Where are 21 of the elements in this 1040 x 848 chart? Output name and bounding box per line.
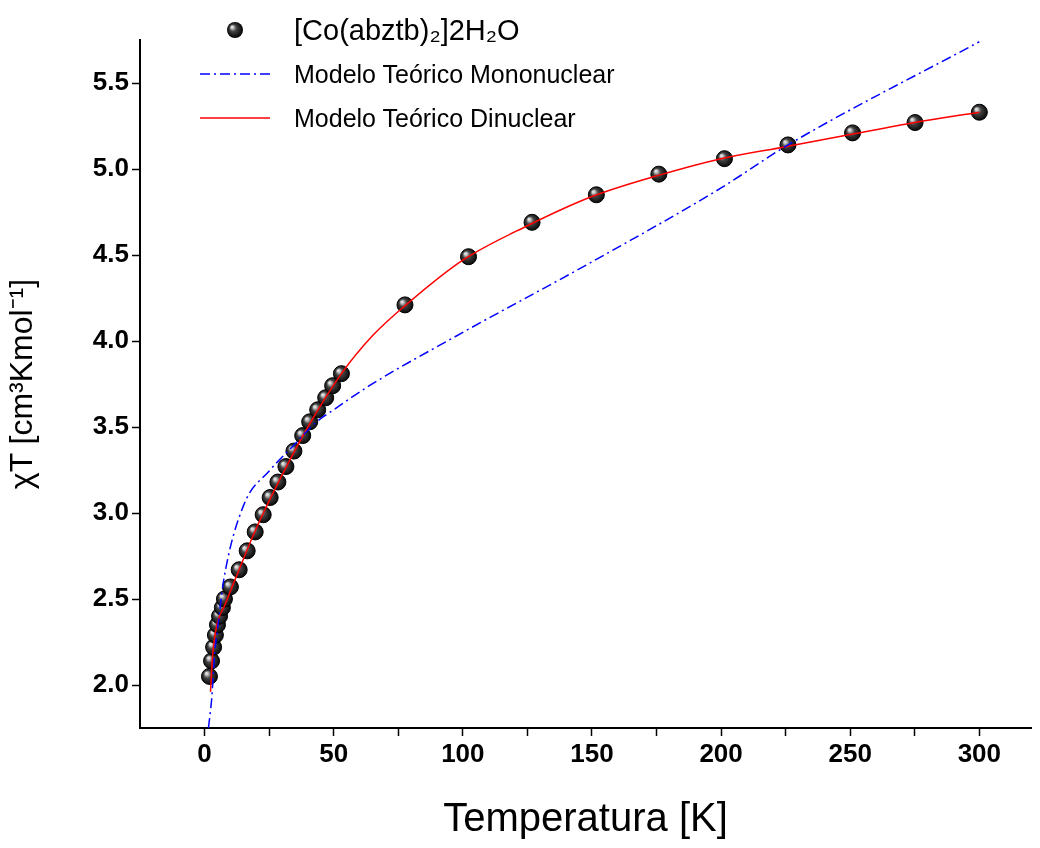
- x-axis-title: Temperatura [K]: [443, 795, 728, 840]
- y-tick-label: 3.0: [92, 496, 129, 527]
- y-tick-label: 4.0: [92, 324, 129, 355]
- point: [970, 103, 988, 121]
- y-tick-label: 3.5: [92, 410, 129, 441]
- x-tick-label: 300: [957, 737, 1002, 768]
- y-tick-label: 2.0: [92, 668, 129, 699]
- x-tick-label: 200: [699, 737, 743, 768]
- legend-label: [Co(abztb)₂]2H₂O: [294, 13, 520, 47]
- y-tick-label: 4.5: [92, 238, 129, 269]
- x-tick-label: 0: [197, 737, 212, 768]
- y-tick-label: 5.5: [92, 66, 129, 97]
- y-tick-label: 5.0: [92, 152, 129, 183]
- y-tick-label: 2.5: [92, 582, 129, 613]
- legend-label: Modelo Teórico Mononuclear: [294, 59, 615, 89]
- x-tick-label: 250: [828, 737, 872, 768]
- x-tick-label: 50: [319, 737, 349, 768]
- legend-label: Modelo Teórico Dinuclear: [294, 103, 576, 133]
- x-tick-label: 150: [570, 737, 614, 768]
- x-tick-label: 100: [441, 737, 485, 768]
- y-axis-title: χT [cm³Kmol⁻¹]: [3, 278, 40, 490]
